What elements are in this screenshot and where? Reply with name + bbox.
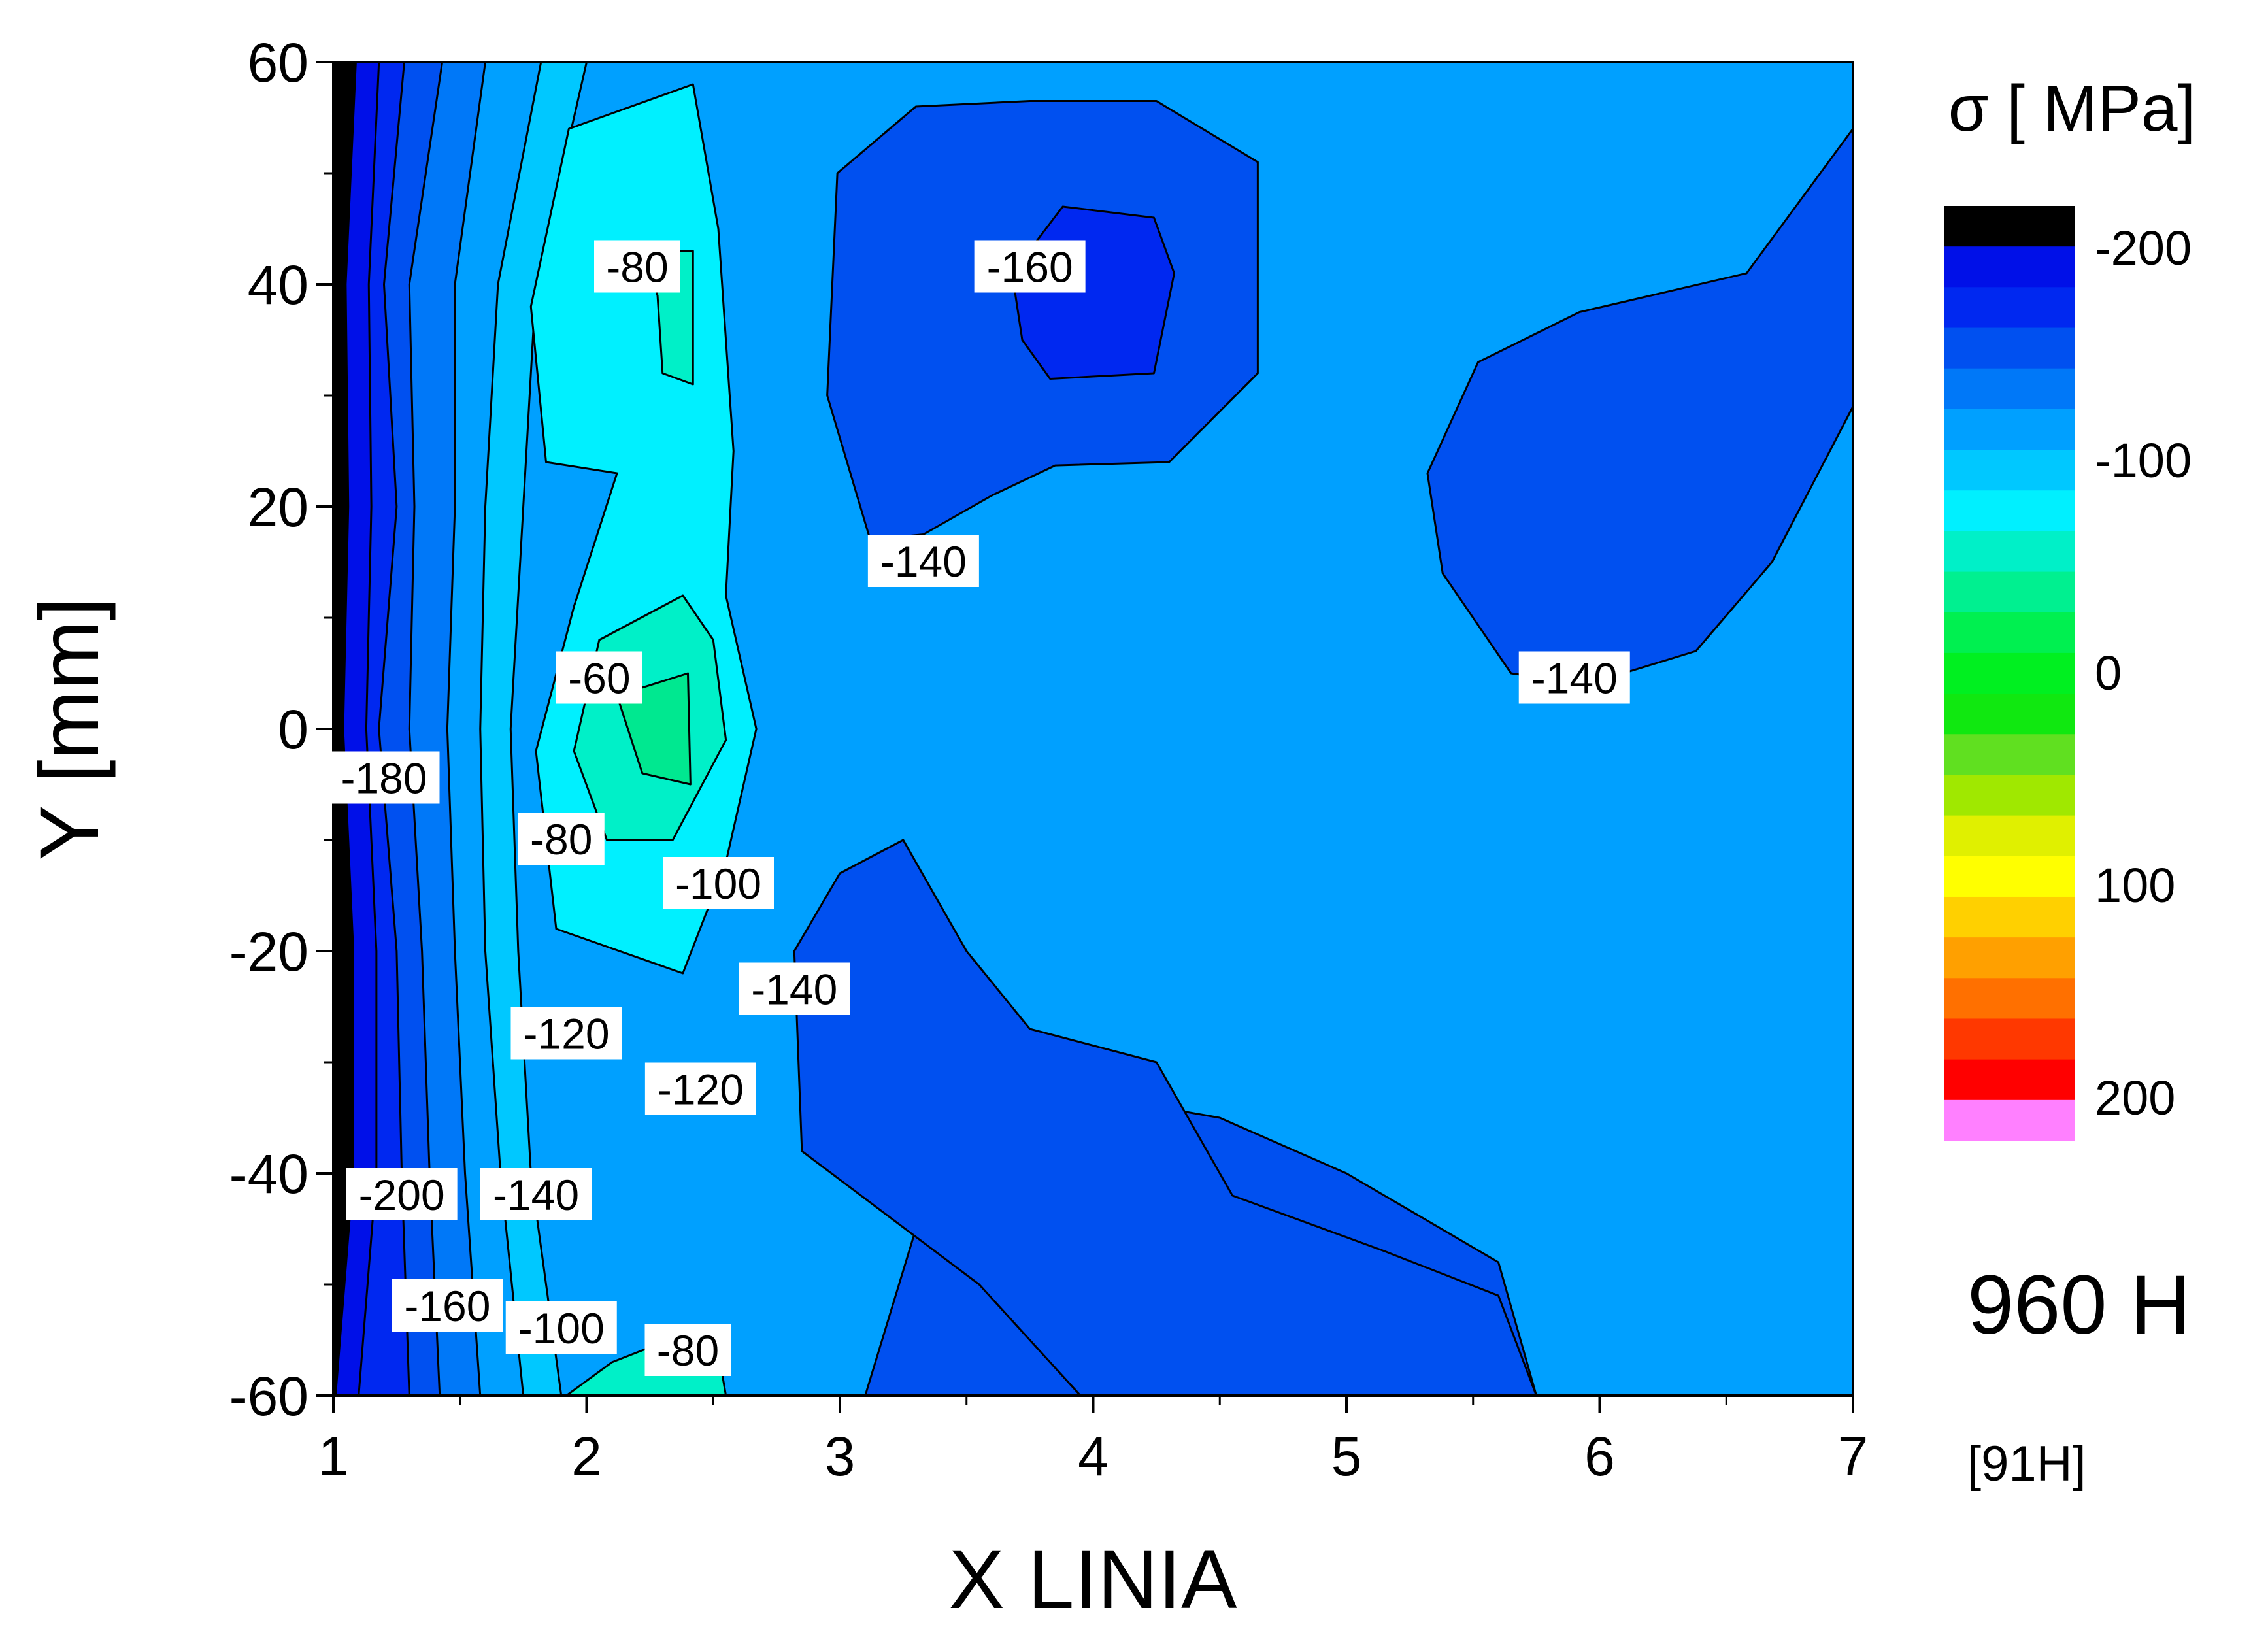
colorbar-segment	[1944, 775, 2075, 816]
x-tick-label: 2	[571, 1426, 602, 1487]
colorbar-segment	[1944, 571, 2075, 613]
contour-label-box	[644, 1062, 756, 1115]
sample-code: [91H]	[1967, 1436, 2086, 1492]
colorbar-segment	[1944, 896, 2075, 939]
contour-label-box	[392, 1279, 503, 1332]
plot-area	[333, 62, 1853, 1396]
contour-label-box	[328, 751, 440, 804]
colorbar-tick-label: -100	[2095, 433, 2192, 488]
x-tick-label: 3	[825, 1426, 856, 1487]
colorbar-tick-label: 100	[2095, 858, 2175, 913]
y-tick-label: -60	[229, 1366, 309, 1427]
colorbar-segment	[1944, 409, 2075, 451]
contour-label: -180	[341, 754, 427, 803]
contour-label: -80	[657, 1326, 719, 1375]
colorbar: -200 -100 0 100 200	[1944, 206, 2192, 1141]
x-axis-title: X LINIA	[948, 1533, 1237, 1626]
contour-label: -120	[523, 1010, 609, 1058]
y-tick-label: 20	[248, 477, 309, 538]
colorbar-tick-label: -200	[2095, 221, 2192, 275]
contour-label-box	[518, 813, 605, 865]
colorbar-segment	[1944, 450, 2075, 492]
sample-label: 960 H	[1967, 1258, 2191, 1352]
y-tick-label: -40	[229, 1143, 309, 1205]
contour-label-box	[867, 535, 979, 587]
contour-label-box	[510, 1007, 622, 1060]
colorbar-segment	[1944, 815, 2075, 857]
contour-label: -140	[493, 1171, 579, 1219]
colorbar-segment	[1944, 937, 2075, 979]
contour-label-box	[594, 240, 680, 293]
contour-label: -160	[987, 243, 1073, 292]
contour-band-edge	[333, 62, 357, 1396]
colorbar-segment	[1944, 612, 2075, 654]
y-tick-label: 0	[278, 699, 309, 760]
contour-label: -100	[518, 1304, 605, 1352]
y-tick-label: -20	[229, 921, 309, 982]
y-axis-title: Y [mm]	[23, 597, 116, 861]
colorbar-segment	[1944, 734, 2075, 776]
contour-label-box	[974, 240, 1086, 293]
contour-label-box	[644, 1324, 731, 1376]
colorbar-segment	[1944, 652, 2075, 695]
colorbar-segment	[1944, 856, 2075, 897]
colorbar-segment	[1944, 246, 2075, 288]
colorbar-tick-label: 200	[2095, 1071, 2175, 1125]
x-tick-label: 6	[1584, 1426, 1615, 1487]
contour-region-4	[1426, 127, 1853, 686]
contour-label-box	[346, 1168, 458, 1220]
colorbar-segment	[1944, 1099, 2075, 1141]
colorbar-segment	[1944, 287, 2075, 329]
colorbar-segment	[1944, 206, 2075, 248]
colorbar-segment	[1944, 531, 2075, 573]
colorbar-segment	[1944, 327, 2075, 369]
colorbar-title: σ [ MPa]	[1948, 72, 2195, 145]
contour-label-box	[663, 857, 774, 909]
colorbar-segment	[1944, 368, 2075, 410]
contour-label: -80	[606, 243, 668, 292]
x-tick-label: 4	[1078, 1426, 1109, 1487]
x-tick-label: 1	[318, 1426, 349, 1487]
x-tick-label: 7	[1838, 1426, 1869, 1487]
contour-label: -140	[751, 965, 837, 1014]
contour-label: -80	[530, 815, 592, 864]
contour-label-box	[1518, 651, 1630, 704]
contour-labels: -80 -160 -140 -60 -140 -180 -80 -100 -140 -120 -12…	[328, 240, 1630, 1376]
contour-label: -160	[404, 1282, 490, 1330]
contour-label: -100	[675, 860, 761, 908]
contour-label-box	[556, 651, 642, 704]
contour-label: -200	[359, 1171, 445, 1219]
contour-label: -60	[568, 654, 630, 703]
colorbar-segment	[1944, 694, 2075, 735]
colorbar-segment	[1944, 490, 2075, 532]
contour-label-box	[505, 1301, 617, 1354]
y-tick-label: 60	[248, 32, 309, 93]
contour-label-box	[739, 962, 850, 1015]
contour-label: -140	[1531, 654, 1618, 703]
y-tick-label: 40	[248, 254, 309, 316]
colorbar-segment	[1944, 1059, 2075, 1101]
contour-label: -120	[658, 1065, 744, 1114]
contour-label: -140	[880, 537, 967, 586]
colorbar-segment	[1944, 1018, 2075, 1060]
x-tick-label: 5	[1331, 1426, 1362, 1487]
contour-label-box	[480, 1168, 592, 1220]
colorbar-segment	[1944, 978, 2075, 1020]
colorbar-tick-label: 0	[2095, 646, 2122, 700]
